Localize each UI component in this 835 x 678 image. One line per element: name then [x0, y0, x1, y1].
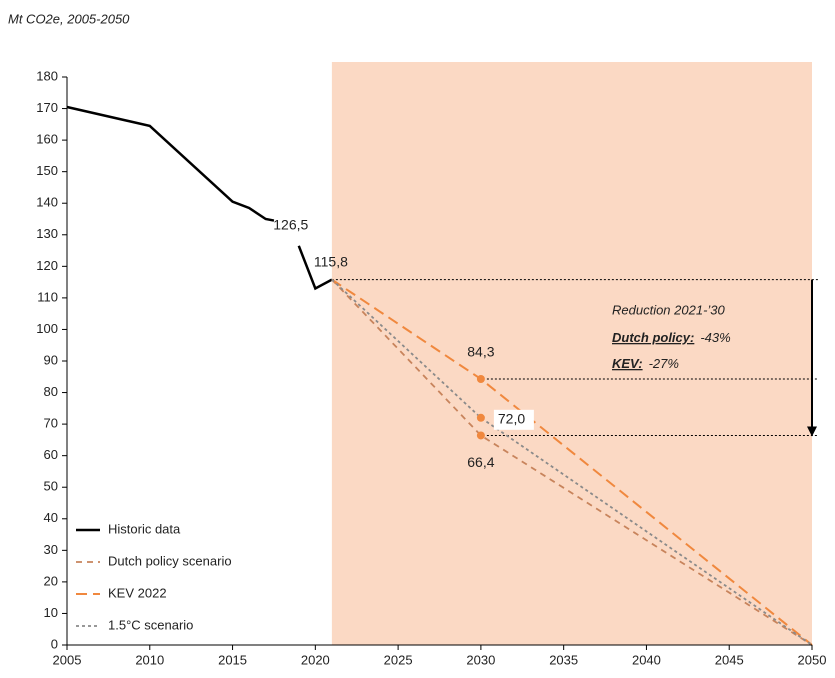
x-tick-label: 2035	[549, 652, 578, 667]
data-label: 72,0	[498, 411, 525, 427]
x-tick-label: 2010	[135, 652, 164, 667]
legend-label: Historic data	[108, 521, 181, 536]
annotation-label: KEV:	[612, 356, 643, 371]
x-tick-label: 2015	[218, 652, 247, 667]
y-tick-label: 90	[44, 352, 58, 367]
series-line	[331, 278, 813, 646]
x-tick-label: 2020	[301, 652, 330, 667]
point-marker	[476, 431, 485, 440]
x-tick-label: 2050	[798, 652, 827, 667]
y-tick-label: 0	[51, 636, 58, 651]
data-label: 84,3	[467, 344, 494, 360]
series-line	[66, 105, 275, 222]
y-tick-label: 50	[44, 479, 58, 494]
x-tick-label: 2030	[466, 652, 495, 667]
chart-title: Mt CO2e, 2005-2050	[8, 11, 130, 26]
annotation-title: Reduction 2021-’30	[612, 302, 726, 317]
series-line	[297, 245, 333, 291]
annotation-value: -27%	[649, 356, 679, 371]
annotation-line: Dutch policy: -43%	[612, 330, 731, 345]
y-tick-label: 60	[44, 447, 58, 462]
point-marker	[476, 413, 485, 422]
label-bg	[493, 409, 534, 430]
scenario-shade	[331, 62, 812, 645]
point-marker	[476, 374, 485, 383]
legend-label: Dutch policy scenario	[108, 553, 232, 568]
y-tick-label: 110	[37, 289, 58, 304]
data-label: 66,4	[467, 454, 494, 470]
y-tick-label: 120	[36, 258, 58, 273]
data-label: 126,5	[273, 217, 308, 233]
y-tick-label: 10	[44, 605, 58, 620]
y-tick-label: 150	[36, 163, 58, 178]
legend-label: KEV 2022	[108, 585, 167, 600]
y-tick-label: 100	[36, 321, 58, 336]
annotation-label: Dutch policy:	[612, 330, 694, 345]
y-tick-label: 80	[44, 384, 58, 399]
legend-label: 1.5°C scenario	[108, 617, 193, 632]
y-tick-label: 70	[44, 416, 58, 431]
y-tick-label: 20	[44, 573, 58, 588]
data-label: 115,8	[314, 253, 348, 269]
annotation-value: -43%	[700, 330, 730, 345]
y-tick-label: 160	[36, 132, 58, 147]
x-tick-label: 2045	[715, 652, 744, 667]
y-tick-label: 140	[36, 195, 58, 210]
y-tick-label: 30	[44, 542, 58, 557]
x-tick-label: 2025	[384, 652, 413, 667]
annotation-line: KEV: -27%	[612, 356, 679, 371]
y-tick-label: 40	[44, 510, 58, 525]
y-tick-label: 170	[36, 100, 58, 115]
y-tick-label: 130	[36, 226, 58, 241]
x-tick-label: 2040	[632, 652, 661, 667]
series-line	[331, 278, 813, 646]
y-tick-label: 180	[36, 68, 58, 83]
x-tick-label: 2005	[53, 652, 82, 667]
